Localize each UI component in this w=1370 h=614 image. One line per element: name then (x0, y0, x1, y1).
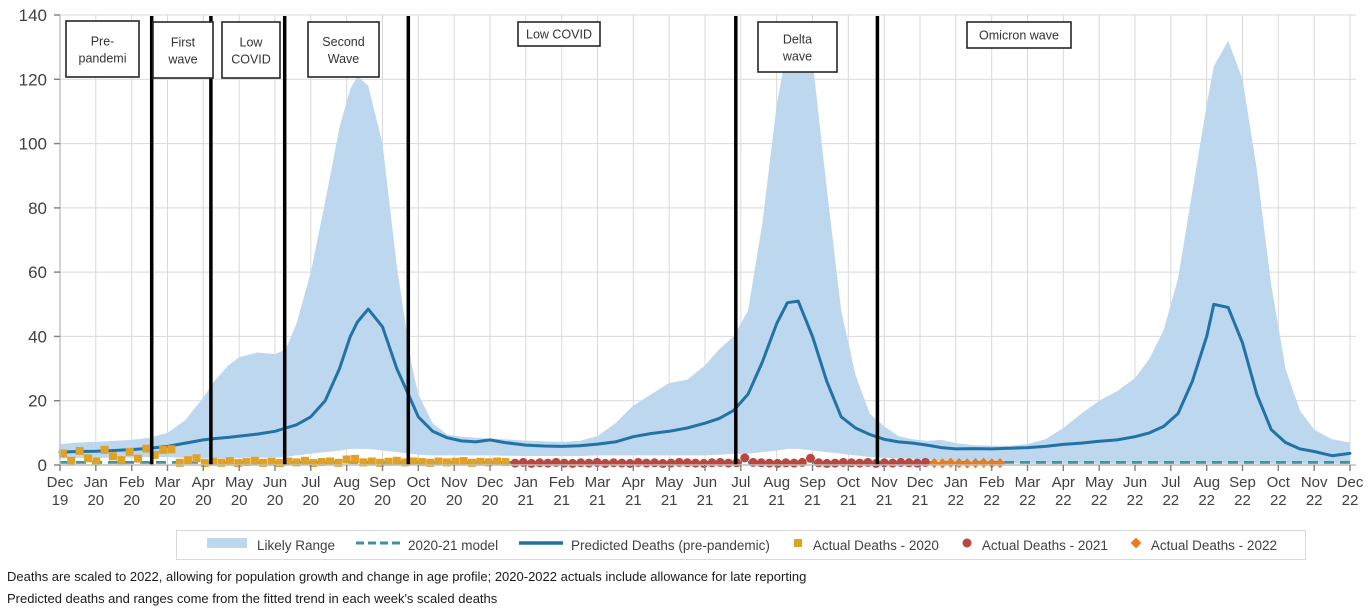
svg-text:Pre-: Pre- (91, 35, 115, 49)
x-tick-label: Apr 20 (192, 474, 215, 509)
x-tick-label: Feb 21 (549, 474, 575, 509)
actual-2020-swatch-icon (791, 536, 805, 554)
chart-svg: Pre-pandemi First wave Low COVID Second Wave Lo… (19, 6, 1364, 509)
x-tick-label: Jul 20 (301, 474, 320, 509)
x-tick-label: Aug 21 (763, 474, 790, 509)
legend-label: Actual Deaths - 2022 (1150, 537, 1277, 553)
legend-label: Actual Deaths - 2021 (981, 537, 1108, 553)
x-tick-label: Jan 22 (944, 474, 968, 509)
x-tick-label: Dec 21 (907, 474, 934, 509)
x-tick-label: Mar 22 (1015, 474, 1041, 509)
phase-label-box: First wave (152, 21, 214, 79)
x-tick-label: Dec 20 (477, 474, 504, 509)
x-tick-label: Feb 22 (979, 474, 1005, 509)
x-tick-label: Dec 22 (1337, 474, 1364, 509)
svg-text:Omicron wave: Omicron wave (979, 29, 1059, 43)
x-tick-label: May 20 (225, 474, 254, 509)
svg-text:wave: wave (167, 53, 197, 67)
x-tick-label: Jul 22 (1161, 474, 1180, 509)
chart-legend: Likely Range 2020-21 model Predicted Death… (176, 530, 1306, 560)
x-tick-label: Jun 22 (1123, 474, 1147, 509)
legend-item-likely-range: Likely Range (205, 536, 335, 554)
x-tick-label: Jan 21 (514, 474, 538, 509)
svg-text:wave: wave (782, 50, 812, 64)
x-tick-label: Mar 21 (585, 474, 611, 509)
x-tick-label: May 21 (655, 474, 684, 509)
y-tick-label: 120 (19, 70, 47, 89)
x-tick-label: Nov 21 (871, 474, 898, 509)
x-tick-label: Jul 21 (731, 474, 750, 509)
legend-item-actual-2021: Actual Deaths - 2021 (960, 536, 1108, 554)
likely-range-area (60, 24, 1350, 464)
x-tick-label: Sep 20 (369, 474, 396, 509)
actual-2020-markers (58, 444, 510, 468)
x-tick-label: Dec 19 (47, 474, 74, 509)
chart-footnotes: Deaths are scaled to 2022, allowing for … (7, 567, 1357, 611)
legend-label: Likely Range (257, 537, 336, 553)
phase-label-box: Pre-pandemi (65, 20, 140, 78)
phase-label-box: Low COVID (517, 21, 601, 47)
legend-label: Actual Deaths - 2020 (812, 537, 939, 553)
phase-label-box: Second Wave (307, 21, 380, 78)
x-tick-label: May 22 (1085, 474, 1114, 509)
footnote-line-2: Predicted deaths and ranges come from th… (7, 591, 498, 606)
phase-label-box: Low COVID (221, 21, 281, 79)
legend-item-actual-2022: Actual Deaths - 2022 (1129, 536, 1277, 554)
legend-label: 2020-21 model (408, 537, 499, 553)
legend-item-model-2020-21: 2020-21 model (356, 536, 498, 554)
predicted-deaths-line (58, 299, 1352, 458)
actual-2021-swatch-icon (960, 536, 974, 554)
svg-text:First: First (171, 36, 196, 50)
y-tick-label: 60 (28, 263, 47, 282)
x-tick-label: Mar 20 (155, 474, 181, 509)
legend-item-actual-2020: Actual Deaths - 2020 (791, 536, 939, 554)
phase-label-box: Omicron wave (966, 21, 1072, 49)
y-tick-label: 100 (19, 135, 47, 154)
x-tick-label: Jan 20 (84, 474, 108, 509)
footnote-line-1: Deaths are scaled to 2022, allowing for … (7, 569, 807, 584)
svg-text:pandemi: pandemi (79, 52, 127, 66)
x-tick-label: Aug 20 (333, 474, 360, 509)
x-tick-label: Jun 21 (693, 474, 717, 509)
predicted-swatch-icon (519, 536, 564, 554)
legend-label: Predicted Deaths (pre-pandemic) (571, 537, 770, 553)
likely-range-swatch-icon (205, 536, 249, 554)
x-tick-label: Sep 21 (799, 474, 826, 509)
y-tick-label: 80 (28, 199, 47, 218)
y-tick-label: 20 (28, 392, 47, 411)
svg-text:Low: Low (240, 36, 264, 50)
y-tick-label: 40 (28, 327, 47, 346)
x-tick-label: Feb 20 (119, 474, 145, 509)
svg-text:Second: Second (322, 35, 364, 49)
x-tick-label: Aug 22 (1193, 474, 1220, 509)
actual-2022-swatch-icon (1129, 536, 1143, 554)
x-tick-label: Apr 22 (1052, 474, 1075, 509)
phase-label-box: Delta wave (757, 21, 838, 73)
deaths-chart: Pre-pandemi First wave Low COVID Second Wave Lo… (19, 6, 1364, 509)
svg-text:Low COVID: Low COVID (526, 28, 592, 42)
x-tick-label: Jun 20 (263, 474, 287, 509)
x-tick-label: Apr 21 (622, 474, 645, 509)
svg-text:Delta: Delta (783, 33, 812, 47)
legend-item-predicted: Predicted Deaths (pre-pandemic) (519, 536, 770, 554)
x-tick-label: Nov 22 (1301, 474, 1328, 509)
x-tick-label: Oct 22 (1267, 474, 1291, 509)
x-tick-label: Sep 22 (1229, 474, 1256, 509)
x-tick-label: Oct 20 (407, 474, 431, 509)
y-tick-label: 140 (19, 6, 47, 25)
svg-text:COVID: COVID (231, 53, 271, 67)
model-2020-21-swatch-icon (356, 536, 400, 554)
svg-text:Wave: Wave (328, 52, 360, 66)
x-tick-label: Oct 21 (837, 474, 861, 509)
y-tick-label: 0 (38, 456, 47, 475)
x-tick-label: Nov 20 (441, 474, 468, 509)
